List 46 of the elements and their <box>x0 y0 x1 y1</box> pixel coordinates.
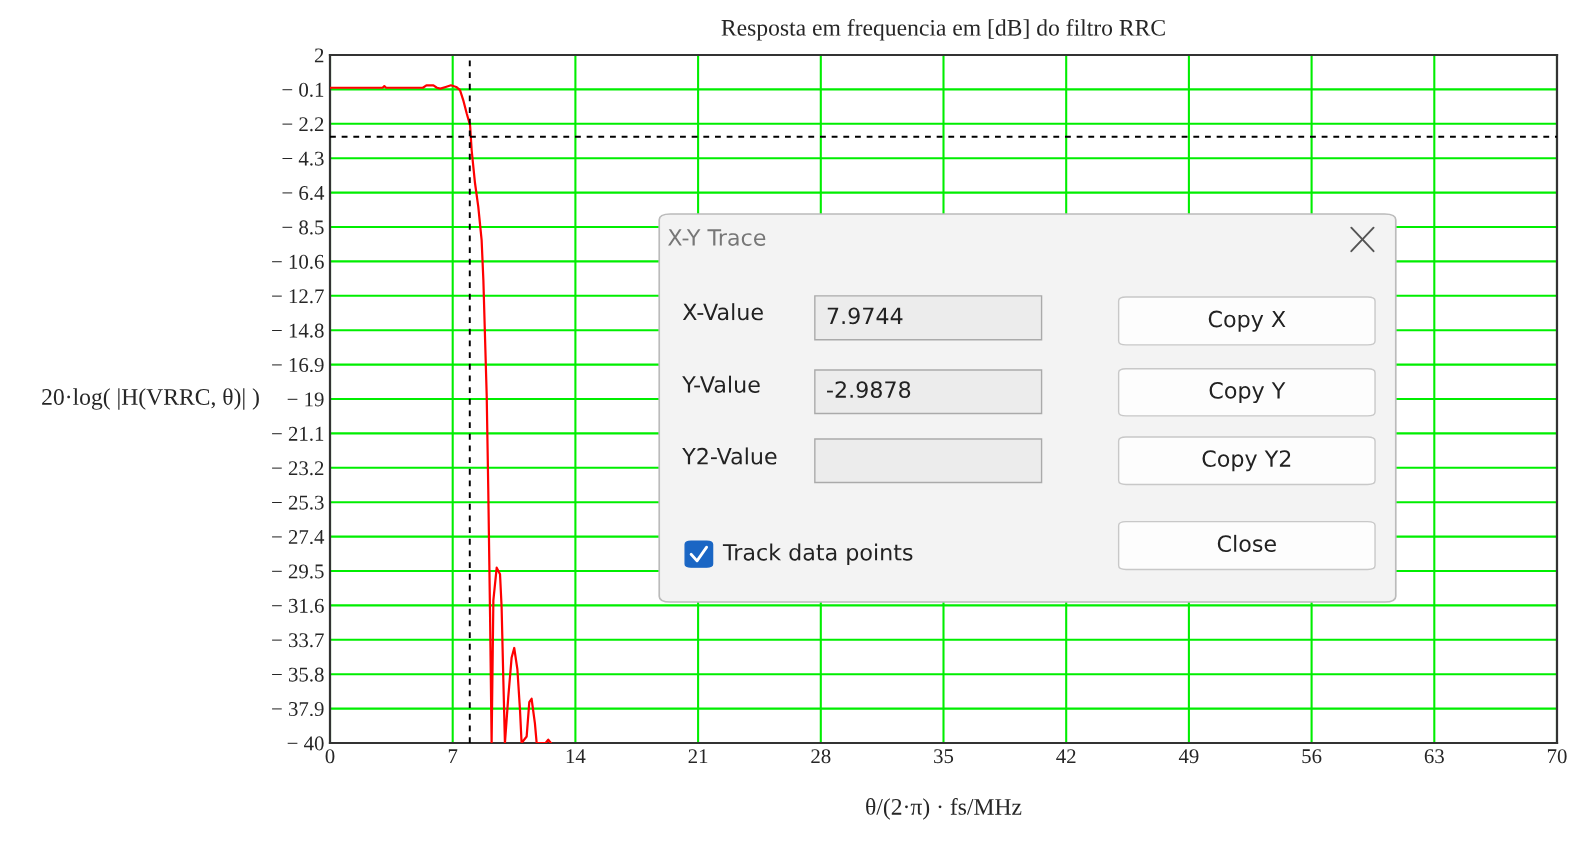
y-tick-label: − 35.8 <box>272 667 324 682</box>
annotation: Y2-Value <box>682 447 777 465</box>
y-tick-label: − 12.7 <box>272 289 324 304</box>
y-tick-label: − 37.9 <box>272 702 324 717</box>
x-tick-label: 49 <box>1178 749 1199 764</box>
chart-title: Resposta em frequencia em [dB] do filtro RRC <box>721 18 1165 41</box>
y-tick-label: − 4.3 <box>282 151 324 166</box>
y-tick-label: − 29.5 <box>272 564 324 579</box>
x-axis-title: θ/(2·π) · fs/MHz <box>866 798 1022 820</box>
annotation: Copy Y2 <box>1202 450 1291 472</box>
y-tick-label: − 31.6 <box>272 598 324 613</box>
y-tick-label: − 6.4 <box>282 186 325 201</box>
annotation: Y-Value <box>682 375 760 393</box>
x-tick-label: 21 <box>688 749 708 764</box>
annotation: X-Y Trace <box>668 229 766 246</box>
annotation: Copy Y <box>1209 381 1286 404</box>
y-tick-label: − 23.2 <box>272 461 324 476</box>
x-tick-label: 0 <box>325 749 335 764</box>
annotation: Copy X <box>1208 310 1286 332</box>
annotation: 7.9744 <box>827 307 903 325</box>
x-tick-label: 42 <box>1056 749 1076 764</box>
annotation: Track data points <box>722 543 913 565</box>
annotation: -2.9878 <box>827 381 911 398</box>
y-tick-label: − 2.2 <box>282 117 324 132</box>
y-tick-label: − 25.3 <box>272 495 324 510</box>
y-axis-title: 20·log( |H(VRRC, θ)| ) <box>42 388 259 410</box>
annotation: Close <box>1217 534 1276 553</box>
y-tick-label: − 40 <box>287 736 324 751</box>
y-tick-label: − 14.8 <box>272 323 324 338</box>
annotation: X-Value <box>682 303 763 321</box>
y-tick-label: − 33.7 <box>272 633 324 648</box>
y-tick-label: 2 <box>314 48 324 63</box>
y-tick-label: − 0.1 <box>282 82 324 97</box>
y-tick-label: − 19 <box>287 392 324 407</box>
x-tick-label: 28 <box>811 749 831 764</box>
x-tick-label: 14 <box>566 749 586 764</box>
y-tick-label: − 27.4 <box>272 530 325 545</box>
x-tick-label: 7 <box>448 749 458 764</box>
x-tick-label: 63 <box>1424 749 1444 764</box>
x-tick-label: 70 <box>1547 749 1567 764</box>
y-tick-label: − 10.6 <box>272 254 324 269</box>
y-tick-label: − 8.5 <box>282 220 324 235</box>
x-tick-label: 35 <box>934 749 954 764</box>
y-tick-label: − 16.9 <box>272 358 324 373</box>
x-tick-label: 56 <box>1302 749 1322 764</box>
y-tick-label: − 21.1 <box>272 426 324 441</box>
